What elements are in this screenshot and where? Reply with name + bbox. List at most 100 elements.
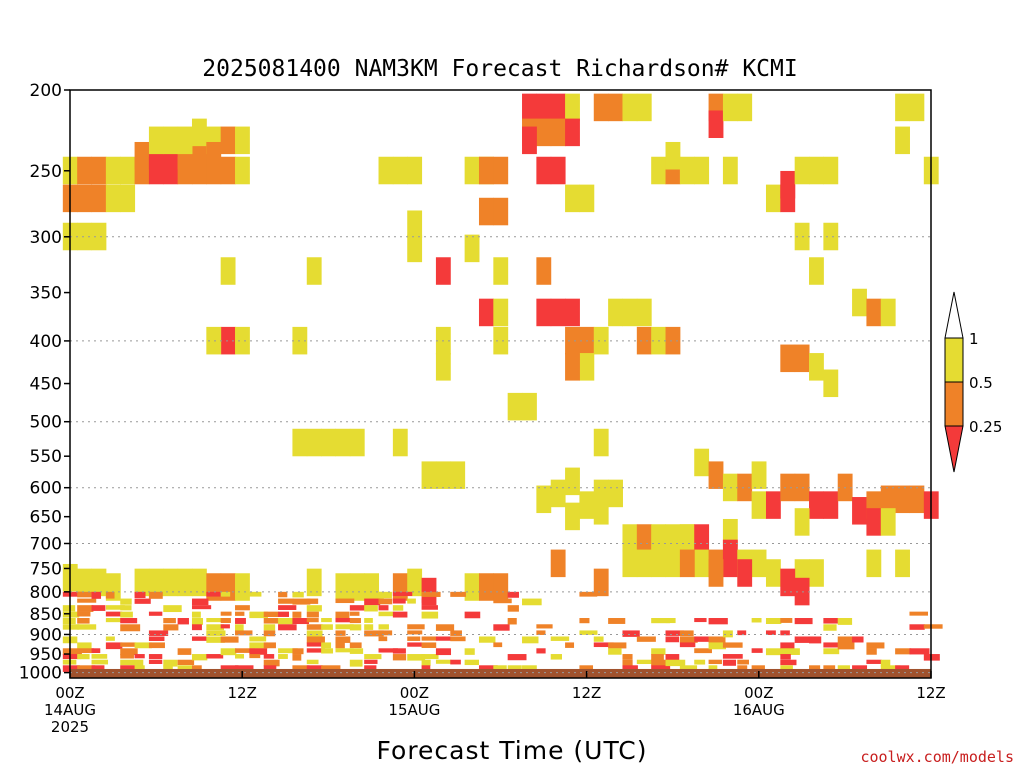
ri-cell <box>809 353 824 381</box>
ri-cell <box>148 568 164 597</box>
ri-cell <box>593 326 609 355</box>
ri-streak <box>780 665 793 671</box>
y-tick-label: 250 <box>30 162 62 182</box>
ri-cell <box>622 93 638 122</box>
ri-streak <box>737 665 748 670</box>
ri-streak <box>278 654 288 659</box>
ri-cell <box>91 184 107 213</box>
ri-cell <box>478 197 494 226</box>
y-tick-label: 500 <box>30 413 62 433</box>
ri-cell <box>765 184 781 213</box>
ri-streak <box>191 611 201 618</box>
ri-streak <box>464 659 479 666</box>
ri-cell <box>665 524 681 552</box>
ri-cell <box>550 93 566 122</box>
x-tick-label: 00Z <box>55 684 84 702</box>
ri-streak <box>866 659 882 664</box>
ri-streak <box>435 636 452 641</box>
ri-streak <box>306 630 323 638</box>
ri-cell <box>622 524 638 552</box>
ri-streak <box>823 665 836 672</box>
ri-cell <box>880 485 896 514</box>
ri-streak <box>364 618 373 623</box>
ri-cell <box>794 156 810 185</box>
ri-streak <box>651 665 671 673</box>
ri-cell <box>823 222 839 251</box>
y-tick-label: 350 <box>30 284 62 304</box>
ri-streak <box>263 624 276 631</box>
ri-cell <box>809 156 824 185</box>
ri-cell <box>536 257 552 285</box>
ri-streak <box>306 611 319 618</box>
ri-cell <box>220 326 236 355</box>
ri-cell <box>608 298 623 327</box>
ri-cell <box>608 93 623 122</box>
ri-cell <box>220 156 236 185</box>
ri-cell <box>435 257 451 285</box>
ri-streak <box>235 648 256 653</box>
ri-streak <box>421 605 438 610</box>
ri-cell <box>809 257 824 285</box>
ri-streak <box>493 598 512 604</box>
ri-streak <box>220 624 230 629</box>
ri-streak <box>177 665 193 670</box>
ri-streak <box>163 665 173 671</box>
ri-streak <box>349 659 363 667</box>
ri-cell <box>206 573 222 601</box>
ri-streak <box>421 665 431 670</box>
ri-streak <box>235 654 245 659</box>
ri-streak <box>349 618 361 624</box>
chart-title: 2025081400 NAM3KM Forecast Richardson# K… <box>202 56 797 82</box>
ri-streak <box>852 665 868 671</box>
ri-streak <box>191 624 202 631</box>
ri-streak <box>823 648 840 655</box>
ri-cell <box>880 508 896 536</box>
ri-streak <box>335 648 354 653</box>
ri-cell <box>105 156 121 185</box>
ri-cell <box>780 568 796 597</box>
ri-streak <box>378 611 395 617</box>
ri-cell <box>880 298 896 327</box>
ri-cell <box>550 479 566 508</box>
ri-cell <box>91 156 107 185</box>
ri-streak <box>249 636 267 642</box>
x-tick-label: 00Z <box>744 684 773 702</box>
ri-cell <box>77 184 93 213</box>
ri-cell <box>421 461 437 489</box>
ri-streak <box>636 636 656 642</box>
ri-streak <box>77 618 90 624</box>
ri-streak <box>852 636 864 643</box>
ri-cell <box>665 326 681 355</box>
ri-cell <box>737 473 753 502</box>
ri-cell <box>608 479 623 508</box>
ri-streak <box>278 648 298 654</box>
ri-streak <box>105 591 115 599</box>
ri-streak <box>579 591 598 597</box>
ri-cell <box>593 497 609 525</box>
ri-cell <box>737 93 753 122</box>
ri-streak <box>306 618 319 623</box>
ri-cell <box>565 467 580 496</box>
ri-streak <box>191 605 212 610</box>
ri-streak <box>378 648 398 653</box>
ri-cell <box>780 184 796 213</box>
ri-streak <box>220 648 237 656</box>
ri-streak <box>880 659 891 667</box>
ri-cell <box>464 573 480 601</box>
ri-streak <box>507 591 519 598</box>
ri-cell <box>751 491 767 519</box>
ri-streak <box>579 618 590 624</box>
ri-streak <box>77 591 93 598</box>
ri-cell <box>536 485 552 514</box>
ri-cell <box>177 156 193 185</box>
ri-streak <box>120 611 133 618</box>
ri-cell <box>622 549 638 578</box>
ri-streak <box>780 618 793 623</box>
ri-streak <box>493 642 503 648</box>
ri-streak <box>306 659 319 665</box>
ri-cell <box>235 326 250 355</box>
ri-streak <box>349 648 364 654</box>
ri-streak <box>407 636 421 641</box>
ri-cell <box>148 126 164 155</box>
ri-cell <box>507 392 523 421</box>
